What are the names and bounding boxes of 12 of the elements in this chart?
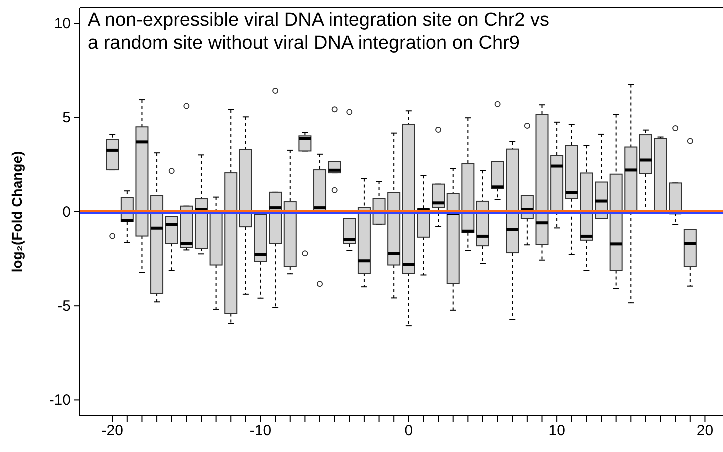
x-tick-label: -20	[102, 422, 124, 440]
y-tick-label: 10	[54, 16, 71, 33]
x-tick-label: -10	[250, 422, 272, 440]
x-tick-label: 0	[404, 422, 414, 440]
y-axis-title: log₂(Fold Change)	[9, 151, 25, 273]
x-tick-label: 20	[696, 422, 714, 440]
y-tick-label: 0	[62, 204, 71, 221]
y-tick-label: -5	[58, 298, 71, 315]
y-tick-label: -10	[49, 392, 71, 409]
y-tick-label: 5	[62, 110, 71, 127]
text: A non-expressible viral DNA integration site on Chr2 vs a random site without viral DNA integration on Chr9	[88, 10, 550, 54]
x-tick-label: 10	[548, 422, 566, 440]
